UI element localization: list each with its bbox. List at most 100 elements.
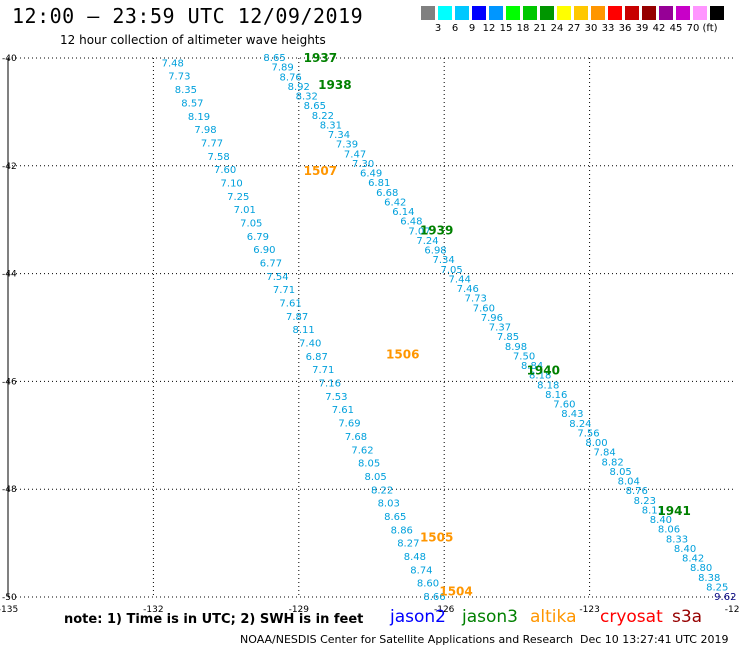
pass-time-label: 1507 bbox=[304, 164, 337, 178]
legend-swatch bbox=[472, 6, 487, 20]
lat-tick-label: -40 bbox=[2, 54, 17, 64]
swh-value: 8.11 bbox=[293, 325, 315, 336]
swh-value: 7.39 bbox=[336, 140, 358, 151]
swh-value: 8.60 bbox=[417, 579, 439, 590]
swh-value: 7.24 bbox=[416, 236, 438, 247]
legend-swatch bbox=[438, 6, 453, 20]
swh-value: 7.60 bbox=[473, 303, 495, 314]
legend-swatch bbox=[625, 6, 640, 20]
swh-value: 8.74 bbox=[410, 565, 432, 576]
pass-time-label: 1940 bbox=[527, 364, 560, 378]
satellite-label-jason2: jason2 bbox=[390, 607, 446, 627]
swh-value: 7.16 bbox=[319, 379, 341, 390]
lat-tick-label: -48 bbox=[2, 485, 17, 495]
legend-label: 6 bbox=[451, 23, 459, 34]
legend-label: 12 bbox=[482, 23, 496, 34]
legend-label: 21 bbox=[533, 23, 547, 34]
swh-value: 8.57 bbox=[181, 98, 203, 109]
swh-value: 8.05 bbox=[358, 459, 380, 470]
swh-value: 8.24 bbox=[569, 419, 591, 430]
swh-value: 7.34 bbox=[432, 255, 454, 266]
swh-value: 7.44 bbox=[449, 274, 471, 285]
legend-label: 15 bbox=[499, 23, 513, 34]
swh-value: 7.68 bbox=[345, 432, 367, 443]
legend-label: (ft) bbox=[702, 23, 718, 34]
swh-value: 8.27 bbox=[397, 539, 419, 550]
legend-swatch bbox=[506, 6, 521, 20]
pass-time-label: 1937 bbox=[304, 51, 337, 65]
swh-value: 7.98 bbox=[194, 125, 216, 136]
legend-swatch bbox=[693, 6, 708, 20]
lat-tick-label: -50 bbox=[2, 593, 17, 603]
lon-tick-label: -120 bbox=[725, 605, 740, 615]
legend-label: 30 bbox=[584, 23, 598, 34]
swh-value: 8.76 bbox=[280, 72, 302, 83]
swh-value: 7.50 bbox=[513, 351, 535, 362]
swh-value: 6.14 bbox=[392, 207, 414, 218]
pass-time-label: 1506 bbox=[386, 347, 419, 361]
swh-value: 6.90 bbox=[253, 245, 275, 256]
swh-value: 7.47 bbox=[344, 149, 366, 160]
pass-time-label: 1505 bbox=[420, 531, 453, 545]
swh-value: 6.48 bbox=[400, 217, 422, 228]
swh-value: 8.11 bbox=[642, 505, 664, 516]
legend-label: 24 bbox=[550, 23, 564, 34]
swh-value: 7.10 bbox=[221, 178, 243, 189]
swh-value: 7.73 bbox=[465, 294, 487, 305]
legend-label: 18 bbox=[516, 23, 530, 34]
lon-tick-label: -126 bbox=[434, 605, 455, 615]
swh-value: 8.80 bbox=[690, 563, 712, 574]
swh-value: 8.98 bbox=[505, 342, 527, 353]
legend-label: 9 bbox=[468, 23, 476, 34]
swh-value: 9.62 bbox=[714, 592, 736, 603]
lat-tick-label: -44 bbox=[2, 270, 17, 280]
swh-value: 6.79 bbox=[247, 232, 269, 243]
swh-value: 7.05 bbox=[441, 265, 463, 276]
swh-value: 7.30 bbox=[352, 159, 374, 170]
swh-value: 8.76 bbox=[626, 486, 648, 497]
lon-tick-label: -132 bbox=[143, 605, 163, 615]
swh-value: 8.05 bbox=[364, 472, 386, 483]
pass-time-label: 1504 bbox=[439, 585, 472, 599]
swh-value: 8.66 bbox=[423, 592, 445, 603]
swh-value: 7.01 bbox=[234, 205, 256, 216]
legend-swatch bbox=[676, 6, 691, 20]
legend-label: 36 bbox=[618, 23, 632, 34]
swh-value: 8.38 bbox=[698, 573, 720, 584]
swh-value: 7.61 bbox=[332, 405, 354, 416]
page-title: 12:00 — 23:59 UTC 12/09/2019 bbox=[12, 4, 364, 28]
swh-value: 8.32 bbox=[296, 92, 318, 103]
swh-value: 7.60 bbox=[553, 400, 575, 411]
swh-value: 8.40 bbox=[674, 544, 696, 555]
lon-tick-label: -129 bbox=[289, 605, 310, 615]
swh-value: 7.07 bbox=[408, 226, 430, 237]
swh-value: 7.73 bbox=[168, 72, 190, 83]
lon-tick-label: -123 bbox=[579, 605, 599, 615]
swh-value: 6.98 bbox=[424, 246, 446, 257]
lon-tick-label: -135 bbox=[0, 605, 18, 615]
legend-swatch bbox=[557, 6, 572, 20]
swh-value: 8.22 bbox=[312, 111, 334, 122]
swh-value: 8.06 bbox=[658, 525, 680, 536]
swh-value: 8.04 bbox=[618, 477, 640, 488]
swh-value: 7.84 bbox=[593, 448, 615, 459]
swh-value: 6.42 bbox=[384, 197, 406, 208]
swh-value: 7.40 bbox=[299, 339, 321, 350]
swh-value: 8.25 bbox=[706, 582, 728, 593]
swh-value: 8.43 bbox=[561, 409, 583, 420]
swh-value: 6.81 bbox=[368, 178, 390, 189]
swh-value: 7.05 bbox=[240, 218, 262, 229]
satellite-label-altika: altika bbox=[530, 607, 577, 627]
timestamp: Dec 10 13:27:41 UTC 2019 bbox=[580, 633, 729, 646]
pass-time-label: 1941 bbox=[657, 504, 690, 518]
legend-swatch bbox=[591, 6, 606, 20]
swh-value: 8.22 bbox=[371, 485, 393, 496]
swh-value: 6.68 bbox=[376, 188, 398, 199]
swh-value: 8.48 bbox=[404, 552, 426, 563]
legend-swatch bbox=[489, 6, 504, 20]
swh-value: 6.49 bbox=[360, 169, 382, 180]
swh-value: 7.89 bbox=[271, 63, 293, 74]
swh-value: 8.18 bbox=[537, 380, 559, 391]
credit-text: NOAA/NESDIS Center for Satellite Applica… bbox=[240, 633, 574, 646]
legend-swatch bbox=[659, 6, 674, 20]
